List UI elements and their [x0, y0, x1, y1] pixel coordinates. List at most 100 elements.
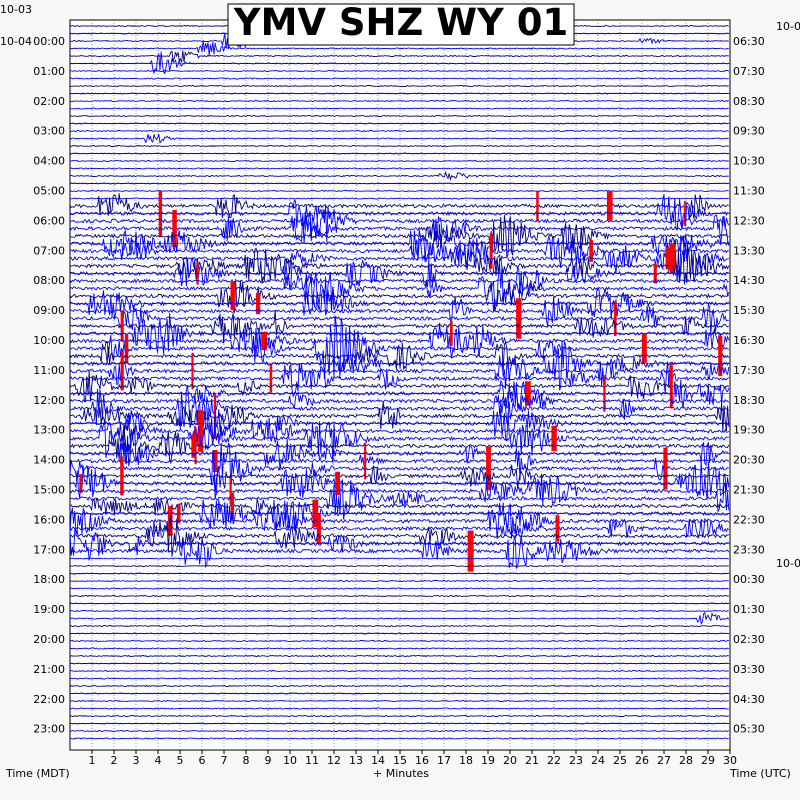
- clipped-amplitude: [486, 446, 491, 491]
- trace-line: [69, 107, 729, 110]
- clipped-amplitude: [718, 335, 723, 377]
- x-tick-label: 27: [657, 754, 671, 767]
- trace-line: [69, 278, 729, 313]
- trace-line: [69, 99, 730, 103]
- x-tick-label: 5: [177, 754, 184, 767]
- trace-line: [69, 265, 729, 297]
- left-hour-label: 17:00: [33, 543, 65, 556]
- left-hour-label: 02:00: [33, 95, 65, 108]
- left-hour-label: 22:00: [33, 693, 65, 706]
- left-hour-label: 06:00: [33, 214, 65, 227]
- trace-line: [69, 534, 730, 570]
- clipped-amplitude: [606, 191, 613, 221]
- right-hour-label: 16:30: [733, 334, 765, 347]
- left-hour-labels: 00:00 01:00 02:00 03:00 04:00 05:00 06:00 07:00…: [33, 35, 65, 736]
- clipped-amplitude: [364, 442, 367, 480]
- clipped-amplitude: [665, 247, 671, 270]
- clipped-amplitude: [489, 233, 493, 269]
- trace-line: [69, 144, 729, 148]
- trace-line: [69, 193, 730, 220]
- right-hour-label: 14:30: [733, 274, 765, 287]
- x-tick-label: 19: [481, 754, 495, 767]
- trace-line: [69, 517, 730, 540]
- trace-line: [70, 624, 729, 628]
- trace-line: [69, 707, 729, 710]
- trace-line: [69, 213, 730, 246]
- clipped-amplitude: [269, 364, 273, 393]
- trace-line: [69, 385, 729, 429]
- trace-line: [69, 438, 730, 471]
- trace-line: [69, 390, 730, 410]
- x-tick-label: 20: [503, 754, 517, 767]
- left-hour-label: 00:00: [33, 35, 65, 48]
- x-tick-label: 28: [679, 754, 693, 767]
- trace-line: [69, 189, 729, 193]
- trace-line: [69, 370, 730, 403]
- trace-line: [69, 594, 729, 598]
- clipped-amplitude: [229, 477, 232, 505]
- left-hour-label: 09:00: [33, 304, 65, 317]
- clipped-amplitude: [194, 427, 197, 465]
- right-hour-label: 03:30: [733, 663, 765, 676]
- left-axis-label: Time (MDT): [5, 767, 70, 780]
- trace-line: [69, 587, 730, 590]
- x-tick-label: 24: [591, 754, 605, 767]
- trace-line: [69, 341, 730, 372]
- trace-line: [69, 564, 729, 568]
- clipped-amplitude: [555, 515, 560, 542]
- x-tick-label: 14: [371, 754, 385, 767]
- left-hour-label: 05:00: [33, 185, 65, 198]
- x-tick-label: 1: [89, 754, 96, 767]
- right-hour-label: 19:30: [733, 424, 765, 437]
- right-hour-labels: 06:30 07:30 08:30 09:30 10:30 11:30 12:30 13:30…: [733, 35, 765, 736]
- trace-line: [70, 557, 729, 560]
- clipped-amplitude: [120, 351, 124, 391]
- left-hour-label: 18:00: [33, 573, 65, 586]
- clipped-amplitude: [230, 492, 235, 520]
- trace-line: [69, 669, 729, 673]
- trace-line: [69, 84, 729, 88]
- clipped-amplitude: [198, 410, 204, 452]
- clipped-amplitude: [124, 334, 129, 363]
- right-axis-label: Time (UTC): [729, 767, 791, 780]
- left-hour-label: 21:00: [33, 663, 65, 676]
- x-tick-label: 8: [243, 754, 250, 767]
- left-hour-label: 10:00: [33, 334, 65, 347]
- clipped-amplitude: [663, 447, 668, 490]
- right-hour-label: 04:30: [733, 693, 765, 706]
- x-tick-label: 2: [111, 754, 118, 767]
- x-tick-label: 25: [613, 754, 627, 767]
- right-hour-label: 06:30: [733, 35, 765, 48]
- left-hour-label: 12:00: [33, 394, 65, 407]
- trace-line: [69, 246, 730, 285]
- clipped-amplitude: [172, 210, 177, 248]
- trace-line: [69, 315, 729, 380]
- x-tick-label: 16: [415, 754, 429, 767]
- trace-line: [69, 448, 730, 481]
- trace-line: [69, 303, 729, 335]
- trace-line: [69, 579, 729, 583]
- trace-line: [69, 677, 730, 680]
- trace-line: [69, 654, 729, 658]
- right-hour-label: 13:30: [733, 244, 765, 257]
- right-hour-label: 00:30: [733, 573, 765, 586]
- left-hour-label: 04:00: [33, 155, 65, 168]
- trace-line: [69, 133, 729, 144]
- x-tick-label: 10: [283, 754, 297, 767]
- right-hour-label: 15:30: [733, 304, 765, 317]
- trace-line: [69, 611, 730, 626]
- clipped-amplitude: [589, 240, 593, 262]
- right-hour-label: 09:30: [733, 125, 765, 138]
- trace-line: [69, 114, 730, 118]
- trace-line: [69, 170, 729, 182]
- trace-line: [70, 235, 729, 269]
- clipped-amplitude: [191, 352, 194, 390]
- clipped-amplitude: [669, 363, 673, 409]
- right-date-label-top: 10-0: [776, 20, 800, 33]
- left-hour-label: 20:00: [33, 633, 65, 646]
- clipped-amplitude: [551, 425, 557, 452]
- trace-line: [69, 474, 730, 506]
- left-hour-label: 07:00: [33, 244, 65, 257]
- trace-line: [69, 69, 730, 73]
